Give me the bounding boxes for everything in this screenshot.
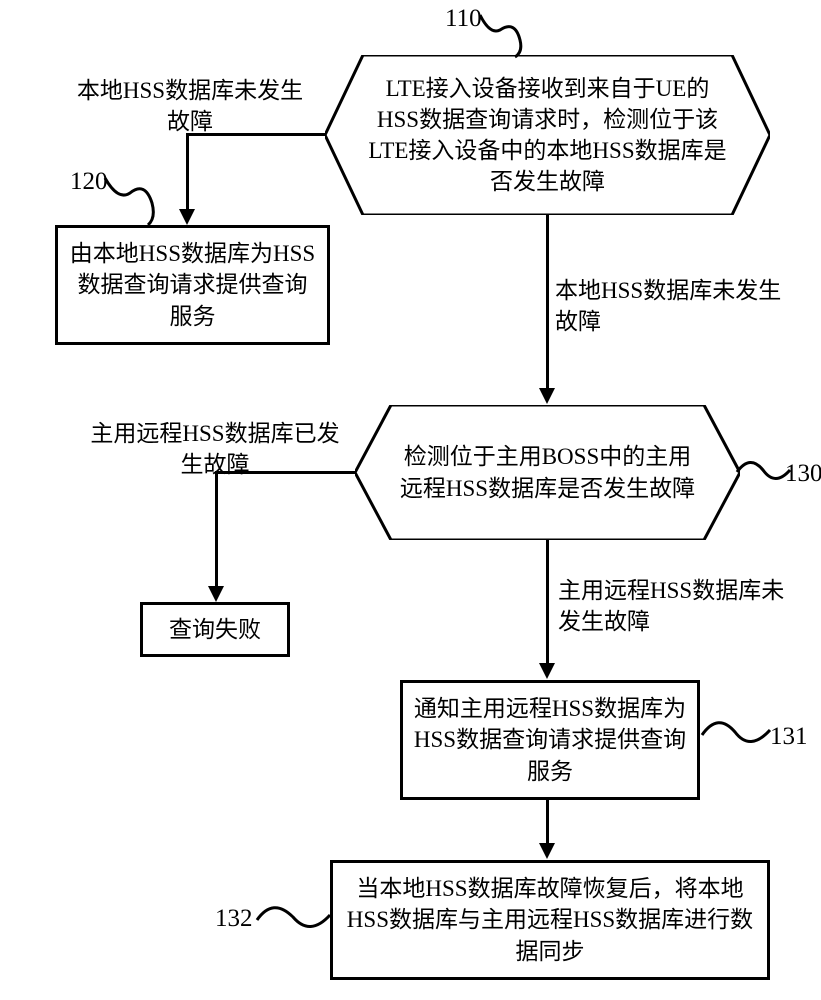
arrow-110-to-120 — [179, 209, 195, 225]
line-110-to-130 — [546, 215, 549, 390]
arrow-130-to-fail — [208, 586, 224, 602]
squiggle-131 — [700, 710, 775, 760]
process-node-131: 通知主用远程HSS数据库为HSS数据查询请求提供查询服务 — [400, 680, 700, 800]
ref-132: 132 — [215, 905, 253, 933]
squiggle-130 — [735, 452, 795, 497]
decision-node-130: 检测位于主用BOSS中的主用远程HSS数据库是否发生故障 — [355, 405, 740, 540]
squiggle-110 — [475, 10, 535, 60]
squiggle-132 — [255, 895, 335, 945]
process-node-120: 由本地HSS数据库为HSS数据查询请求提供查询服务 — [55, 225, 330, 345]
line-130-to-fail-h — [215, 471, 356, 474]
squiggle-120 — [100, 173, 170, 228]
line-130-to-fail-v — [215, 471, 218, 588]
process-node-132: 当本地HSS数据库故障恢复后，将本地HSS数据库与主用远程HSS数据库进行数据同… — [330, 860, 770, 980]
node-131-text: 通知主用远程HSS数据库为HSS数据查询请求提供查询服务 — [413, 693, 687, 786]
arrow-110-to-130 — [539, 388, 555, 404]
node-132-text: 当本地HSS数据库故障恢复后，将本地HSS数据库与主用远程HSS数据库进行数据同… — [343, 873, 757, 966]
node-fail-text: 查询失败 — [169, 614, 261, 645]
ref-131: 131 — [770, 723, 808, 751]
node-110-text: LTE接入设备接收到来自于UE的HSS数据查询请求时，检测位于该LTE接入设备中… — [325, 55, 770, 215]
label-local-no-fault-left: 本地HSS数据库未发生故障 — [75, 75, 305, 137]
line-131-to-132 — [546, 800, 549, 845]
label-primary-remote-no-fault: 主用远程HSS数据库未发生故障 — [558, 575, 793, 637]
line-130-to-131 — [546, 540, 549, 665]
node-120-text: 由本地HSS数据库为HSS数据查询请求提供查询服务 — [68, 238, 317, 331]
arrow-130-to-131 — [539, 663, 555, 679]
process-node-fail: 查询失败 — [140, 602, 290, 657]
decision-node-110: LTE接入设备接收到来自于UE的HSS数据查询请求时，检测位于该LTE接入设备中… — [325, 55, 770, 215]
arrow-131-to-132 — [539, 843, 555, 859]
line-110-to-120-h — [186, 133, 326, 136]
node-130-text: 检测位于主用BOSS中的主用远程HSS数据库是否发生故障 — [355, 405, 740, 540]
label-local-no-fault-right: 本地HSS数据库未发生故障 — [555, 275, 785, 337]
line-110-to-120-v — [186, 133, 189, 211]
